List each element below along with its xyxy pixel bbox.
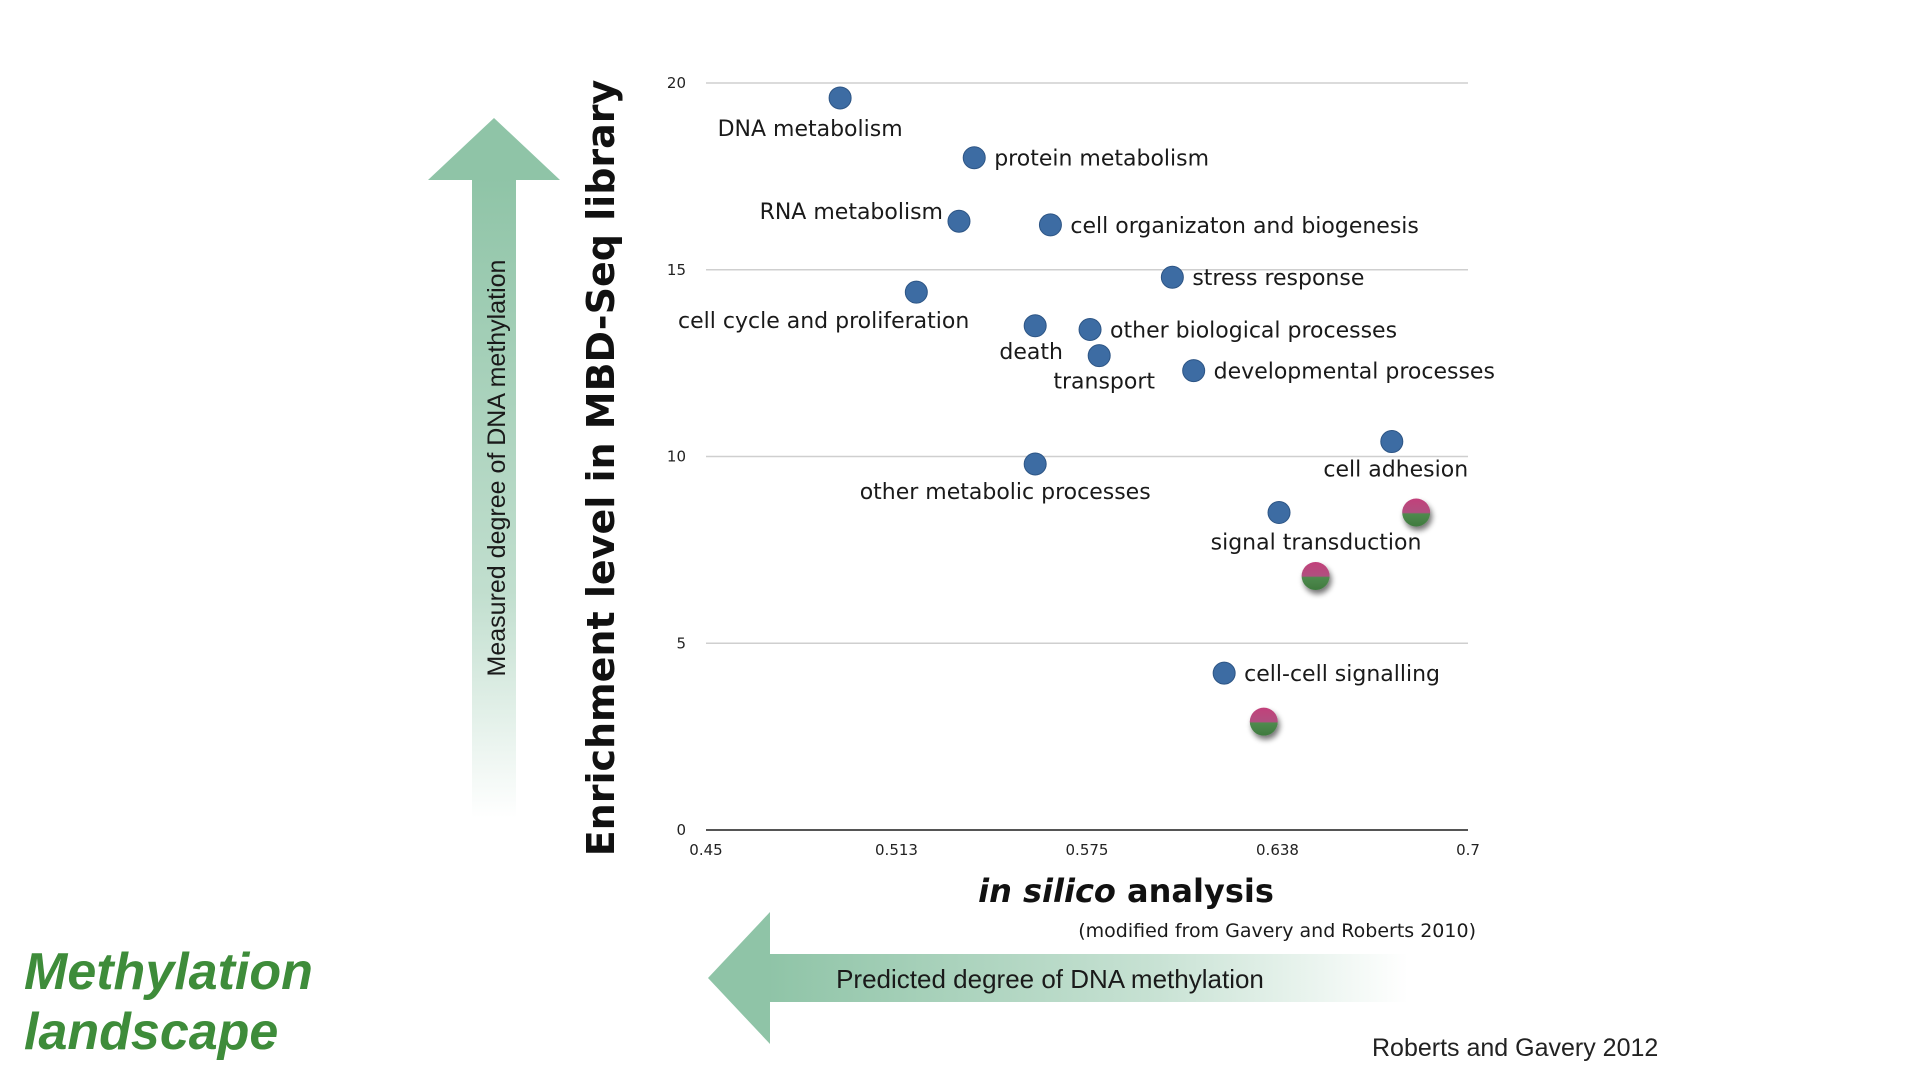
data-point	[1078, 318, 1102, 342]
data-point-label: stress response	[1192, 266, 1364, 291]
y-tick-label: 0	[676, 821, 686, 839]
highlight-point	[1249, 707, 1278, 736]
x-tick-label: 0.45	[689, 841, 722, 859]
x-tick-label: 0.575	[1066, 841, 1109, 859]
slide-title-line2: landscape	[24, 1003, 279, 1061]
data-point-label: cell-cell signalling	[1244, 662, 1440, 687]
data-point-label: RNA metabolism	[760, 200, 943, 225]
y-tick-label: 10	[667, 448, 686, 466]
data-point	[947, 209, 971, 233]
y-tick-label: 15	[667, 261, 686, 279]
x-axis-label: in silico analysis	[978, 872, 1274, 910]
data-point-label: protein metabolism	[994, 147, 1209, 172]
data-point-label: other biological processes	[1110, 319, 1397, 344]
y-axis-label: Enrichment level in MBD-Seq library	[579, 79, 623, 856]
data-point	[1023, 452, 1047, 476]
data-point-label: signal transduction	[1211, 531, 1422, 556]
data-point-label: transport	[1053, 370, 1155, 395]
horizontal-arrow-head	[708, 912, 770, 1044]
horizontal-arrow-shaft	[768, 954, 1408, 1002]
point-labels: DNA metabolism protein metabolism RNA meta…	[678, 117, 1495, 687]
data-point-label: death	[999, 340, 1063, 365]
slide-title-line1: Methylation	[24, 943, 313, 1001]
data-point	[1267, 501, 1291, 525]
data-point	[1380, 430, 1404, 454]
x-tick-label: 0.638	[1256, 841, 1299, 859]
data-point	[1160, 265, 1184, 289]
data-point-label: cell cycle and proliferation	[678, 309, 969, 334]
data-point-label: cell organizaton and biogenesis	[1070, 214, 1418, 239]
y-tick-labels: 0 5 10 15 20	[667, 74, 686, 839]
citation: Roberts and Gavery 2012	[1372, 1034, 1659, 1062]
data-point	[1023, 314, 1047, 338]
highlight-point	[1402, 498, 1431, 527]
gridlines	[706, 82, 1468, 831]
data-points	[828, 86, 1404, 685]
x-tick-label: 0.7	[1456, 841, 1480, 859]
y-tick-label: 20	[667, 74, 686, 92]
horizontal-methylation-arrow: Predicted degree of DNA methylation	[708, 912, 1408, 1044]
data-point-label: cell adhesion	[1323, 458, 1468, 483]
vertical-arrow-label: Measured degree of DNA methylation	[483, 260, 511, 677]
data-point-label: developmental processes	[1214, 360, 1495, 385]
vertical-methylation-arrow: Measured degree of DNA methylation	[428, 118, 560, 818]
vertical-arrow-head	[428, 118, 560, 180]
horizontal-arrow-label: Predicted degree of DNA methylation	[836, 964, 1264, 994]
highlight-point	[1301, 562, 1330, 591]
x-tick-label: 0.513	[875, 841, 918, 859]
x-axis-label-rest: analysis	[1116, 872, 1274, 910]
data-point-label: other metabolic processes	[860, 480, 1151, 505]
data-point	[1182, 359, 1206, 383]
source-note: (modified from Gavery and Roberts 2010)	[1078, 920, 1476, 942]
highlight-points	[1249, 498, 1431, 736]
data-point	[1038, 213, 1062, 237]
x-tick-labels: 0.45 0.513 0.575 0.638 0.7	[689, 841, 1480, 859]
data-point	[962, 146, 986, 170]
slide-title: Methylation landscape	[24, 942, 424, 1062]
data-point-label: DNA metabolism	[718, 117, 903, 142]
data-point	[828, 86, 852, 110]
y-tick-label: 5	[676, 634, 686, 652]
x-axis-label-italic: in silico	[978, 872, 1116, 910]
data-point	[904, 280, 928, 304]
vertical-arrow-shaft	[472, 178, 516, 818]
data-point	[1087, 344, 1111, 368]
data-point	[1212, 661, 1236, 685]
